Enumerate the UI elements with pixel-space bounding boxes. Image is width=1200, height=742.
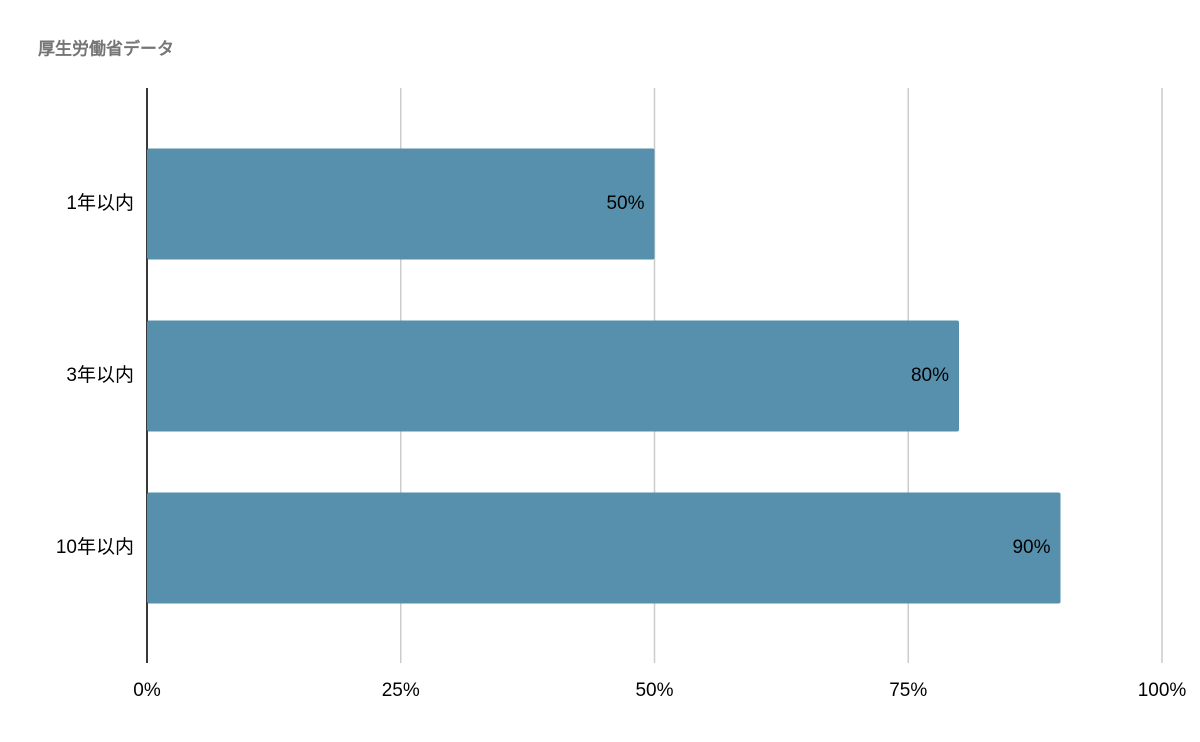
y-tick-label: 10年以内 bbox=[56, 536, 134, 558]
x-tick-label: 50% bbox=[635, 680, 673, 701]
bar bbox=[147, 320, 959, 432]
x-tick-label: 100% bbox=[1138, 680, 1187, 701]
bar bbox=[147, 148, 655, 260]
y-tick-label: 1年以内 bbox=[66, 192, 134, 214]
value-label: 90% bbox=[1012, 537, 1050, 558]
x-tick-label: 0% bbox=[133, 680, 161, 701]
y-tick-label: 3年以内 bbox=[66, 364, 134, 386]
bar bbox=[147, 492, 1061, 604]
chart-title: 厚生労働省データ bbox=[38, 38, 174, 58]
value-label: 80% bbox=[911, 365, 949, 386]
x-tick-label: 25% bbox=[382, 680, 420, 701]
value-label: 50% bbox=[606, 193, 644, 214]
x-tick-label: 75% bbox=[889, 680, 927, 701]
